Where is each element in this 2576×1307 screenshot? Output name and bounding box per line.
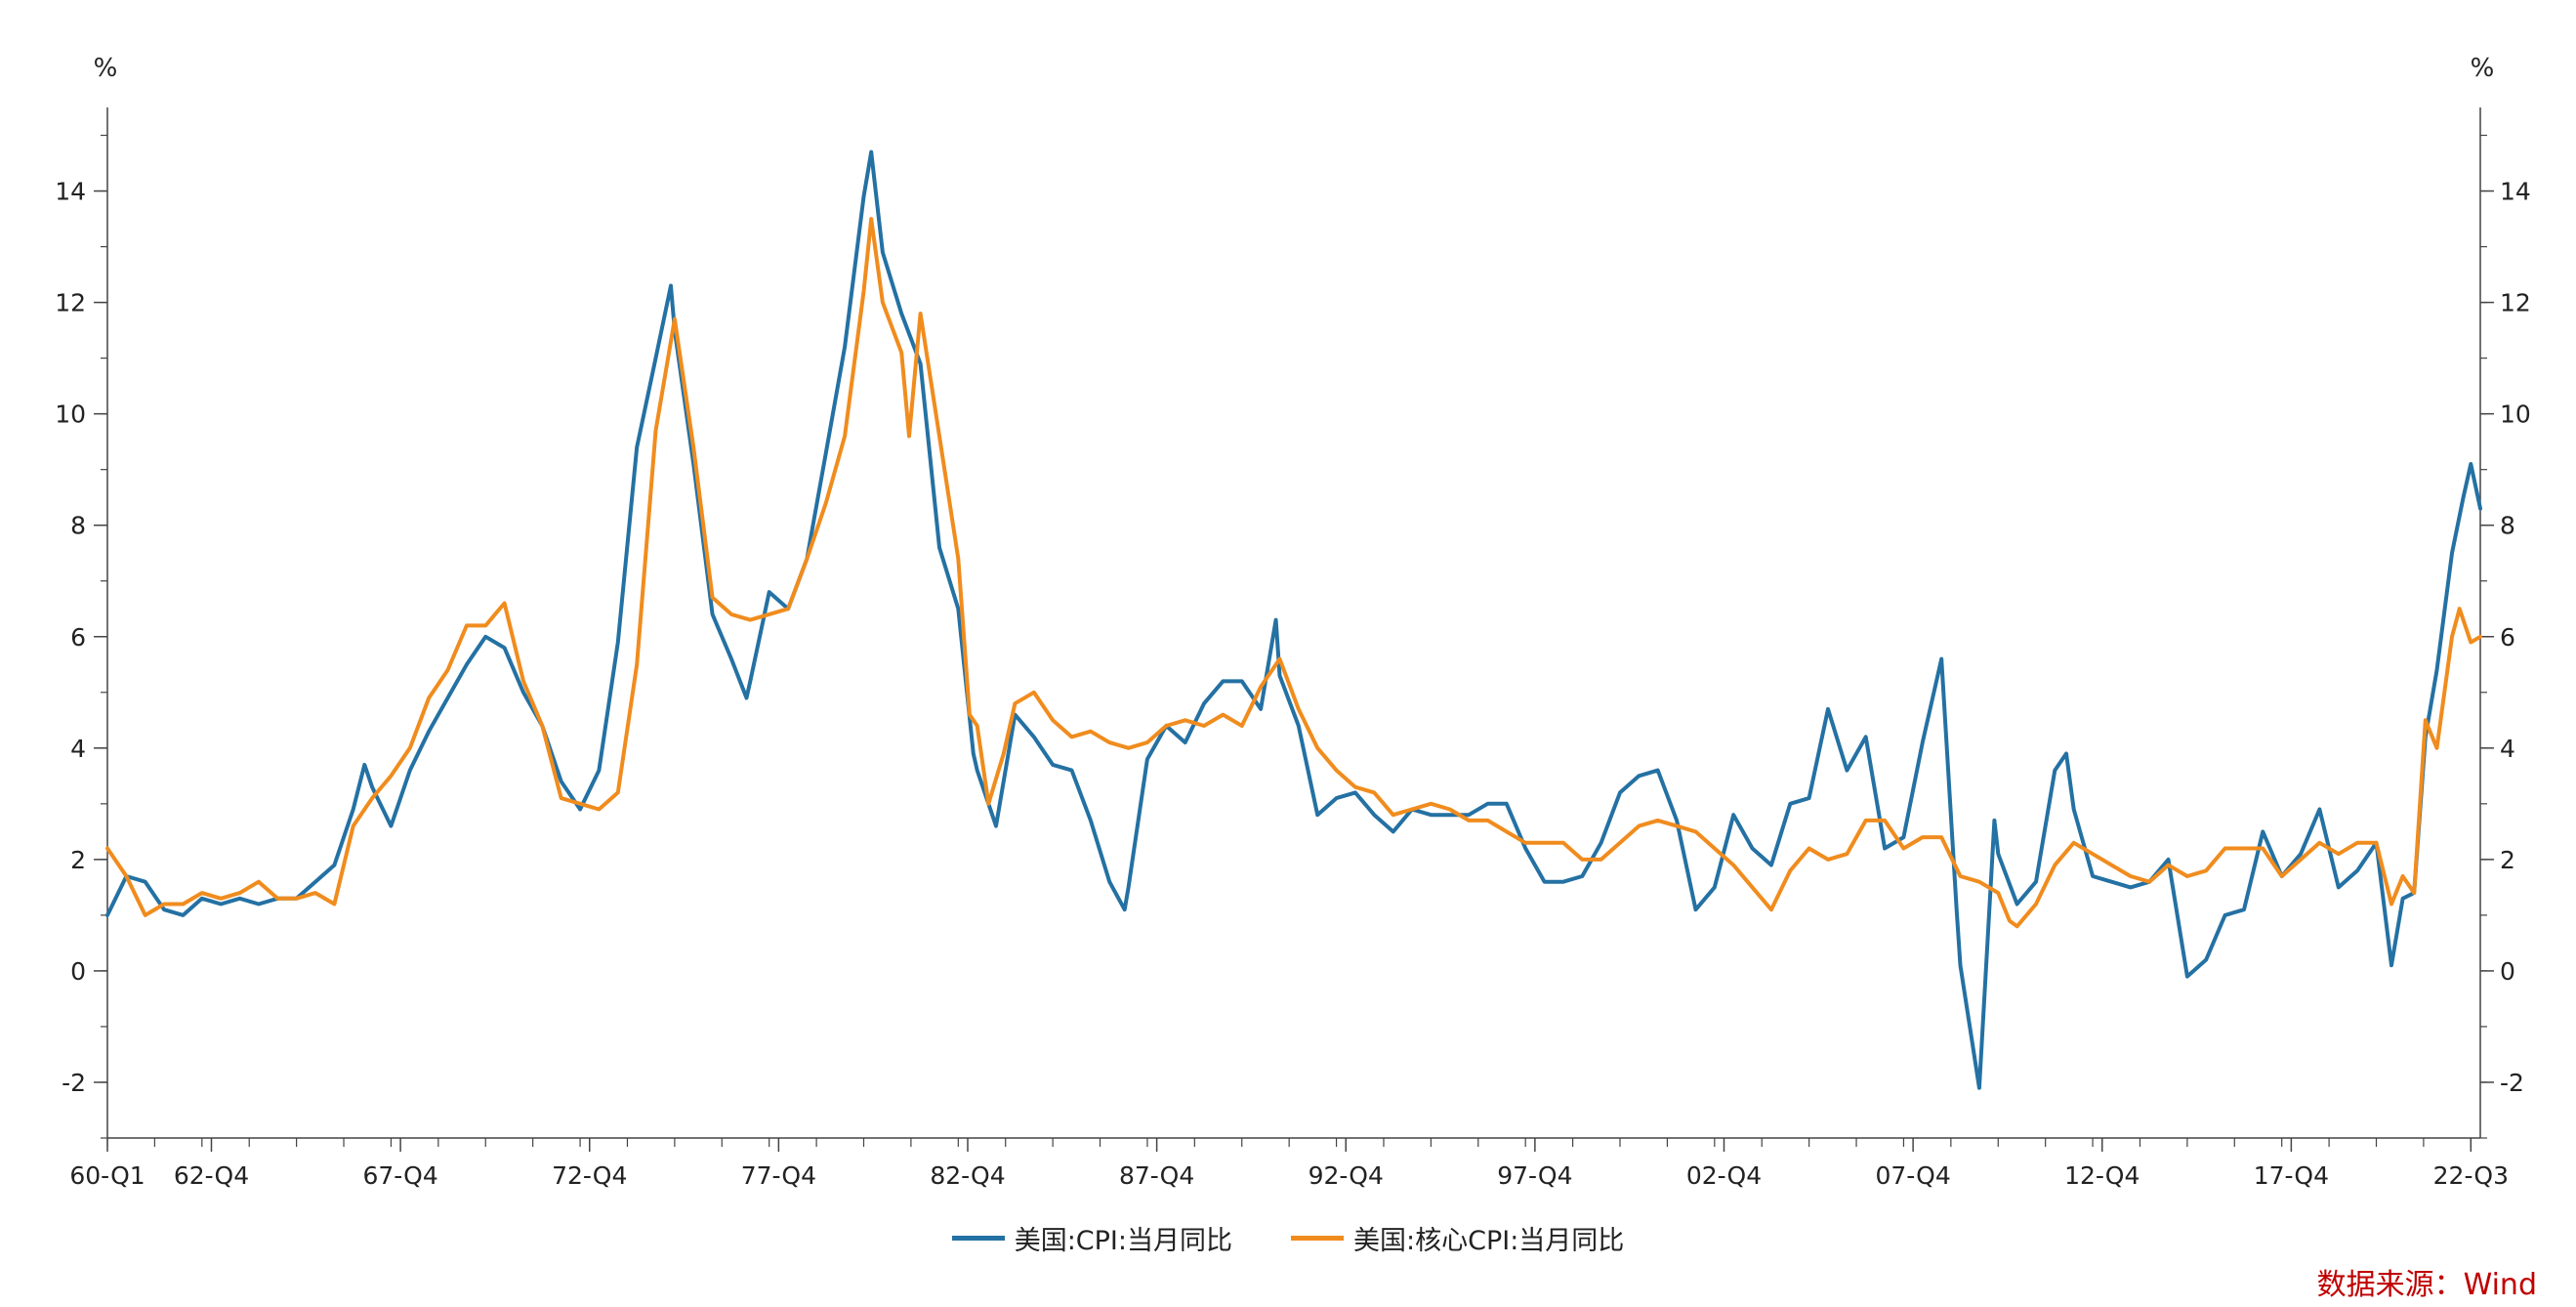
y-tick-label-right: 0 xyxy=(2500,957,2515,986)
legend-label-cpi: 美国:CPI:当月同比 xyxy=(1014,1226,1232,1256)
chart-axes: % % -2 -2 0 0 2 2 4 4 6 6 8 8 10 10 12 12 14 14 60-Q1 62-Q4 67… xyxy=(55,54,2531,1190)
y-tick-label-left: 14 xyxy=(55,178,86,206)
series-line-cpi xyxy=(105,149,2482,1090)
x-tick-label: 22-Q3 xyxy=(2433,1161,2509,1190)
y-tick-label-left: 4 xyxy=(70,735,86,763)
x-tick-label: 67-Q4 xyxy=(362,1161,437,1190)
y-tick-label-left: -2 xyxy=(62,1069,86,1097)
x-tick-label: 02-Q4 xyxy=(1686,1161,1762,1190)
y-tick-label-left: 8 xyxy=(70,512,86,540)
x-tick-label: 82-Q4 xyxy=(930,1161,1005,1190)
legend-swatch-core-cpi xyxy=(1291,1236,1344,1241)
y-tick-label-right: 10 xyxy=(2500,401,2531,429)
x-tick-label: 77-Q4 xyxy=(741,1161,816,1190)
y-unit-right: % xyxy=(2471,54,2495,83)
y-tick-label-right: 14 xyxy=(2500,178,2531,206)
x-tick-label: 12-Q4 xyxy=(2064,1161,2140,1190)
x-tick-label: 60-Q1 xyxy=(69,1161,145,1190)
y-tick-label-left: 6 xyxy=(70,623,86,652)
x-tick-label: 17-Q4 xyxy=(2254,1161,2329,1190)
y-tick-label-left: 12 xyxy=(55,289,86,317)
x-tick-label: 92-Q4 xyxy=(1309,1161,1384,1190)
y-tick-label-right: 4 xyxy=(2500,735,2515,763)
y-tick-label-left: 10 xyxy=(55,401,86,429)
chart-legend: 美国:CPI:当月同比 美国:核心CPI:当月同比 xyxy=(0,1219,2576,1257)
x-tick-label: 72-Q4 xyxy=(552,1161,627,1190)
y-tick-label-right: 8 xyxy=(2500,512,2515,540)
y-tick-label-left: 2 xyxy=(70,846,86,874)
chart-series xyxy=(105,149,2482,1090)
legend-label-core-cpi: 美国:核心CPI:当月同比 xyxy=(1353,1226,1625,1256)
y-tick-label-right: 12 xyxy=(2500,289,2531,317)
x-tick-label: 87-Q4 xyxy=(1119,1161,1194,1190)
series-line-core-cpi xyxy=(105,217,2482,929)
y-tick-label-left: 0 xyxy=(70,957,86,986)
source-note: 数据来源：Wind xyxy=(2316,1268,2537,1302)
y-tick-label-right: 2 xyxy=(2500,846,2515,874)
x-tick-label: 62-Q4 xyxy=(174,1161,249,1190)
y-unit-left: % xyxy=(94,54,118,83)
legend-item-cpi: 美国:CPI:当月同比 xyxy=(951,1219,1232,1257)
y-tick-label-right: -2 xyxy=(2500,1069,2524,1097)
legend-item-core-cpi: 美国:核心CPI:当月同比 xyxy=(1291,1219,1624,1257)
x-tick-label: 07-Q4 xyxy=(1875,1161,1950,1190)
y-tick-label-right: 6 xyxy=(2500,623,2515,652)
legend-swatch-cpi xyxy=(951,1236,1005,1241)
x-tick-label: 97-Q4 xyxy=(1497,1161,1572,1190)
